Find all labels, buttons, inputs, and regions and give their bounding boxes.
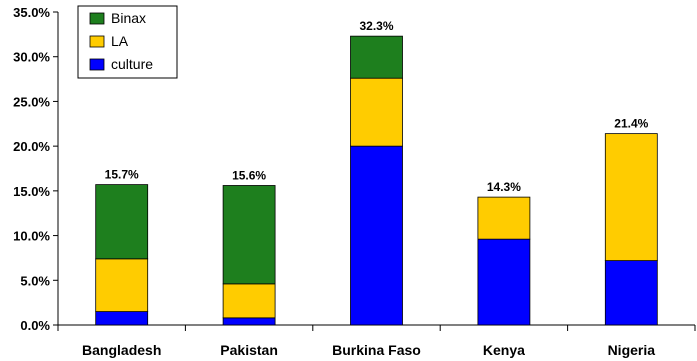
- bar-bangladesh-la: [95, 258, 149, 312]
- data-label-bangladesh: 15.7%: [105, 168, 139, 182]
- y-tick-label: 20.0%: [13, 139, 50, 154]
- legend-label-la: LA: [111, 33, 129, 49]
- bars: [95, 35, 658, 326]
- data-label-burkina-faso: 32.3%: [359, 19, 393, 33]
- y-tick-label: 10.0%: [13, 229, 50, 244]
- x-label-nigeria: Nigeria: [608, 342, 656, 358]
- y-tick-label: 15.0%: [13, 184, 50, 199]
- bar-kenya-la: [477, 196, 531, 240]
- data-label-nigeria: 21.4%: [614, 117, 648, 131]
- bar-burkina-faso-binax: [350, 35, 403, 79]
- x-label-pakistan: Pakistan: [220, 342, 278, 358]
- legend-swatch-la: [89, 35, 105, 48]
- bar-pakistan-binax: [222, 185, 276, 285]
- legend-label-binax: Binax: [111, 10, 146, 26]
- bar-burkina-faso-culture: [350, 145, 403, 326]
- x-label-bangladesh: Bangladesh: [82, 342, 161, 358]
- bar-burkina-faso-la: [350, 77, 403, 147]
- bar-bangladesh-binax: [95, 184, 149, 260]
- bar-nigeria-la: [604, 133, 658, 262]
- data-labels: 15.7% 15.6% 32.3% 14.3% 21.4%: [105, 19, 649, 194]
- y-tick-label: 0.0%: [20, 318, 50, 333]
- y-tick-label: 35.0%: [13, 5, 50, 20]
- x-label-kenya: Kenya: [483, 342, 525, 358]
- x-label-burkina-faso: Burkina Faso: [332, 342, 421, 358]
- y-tick-label: 5.0%: [20, 273, 50, 288]
- legend-swatch-binax: [89, 12, 105, 25]
- y-axis: 0.0% 5.0% 10.0% 15.0% 20.0% 25.0% 30.0% 35.0%: [13, 5, 59, 333]
- y-tick-label: 30.0%: [13, 50, 50, 65]
- bar-pakistan-culture: [222, 317, 276, 326]
- bar-bangladesh-culture: [95, 311, 149, 326]
- bar-nigeria-culture: [604, 260, 658, 326]
- bar-pakistan-la: [222, 283, 276, 319]
- legend: Binax LA culture: [77, 5, 178, 79]
- legend-label-culture: culture: [111, 56, 153, 72]
- x-axis: Bangladesh Pakistan Burkina Faso Kenya Niger…: [57, 324, 696, 358]
- legend-swatch-culture: [89, 58, 105, 71]
- bar-kenya-culture: [477, 238, 531, 326]
- y-tick-label: 25.0%: [13, 94, 50, 109]
- data-label-kenya: 14.3%: [487, 180, 521, 194]
- data-label-pakistan: 15.6%: [232, 168, 266, 182]
